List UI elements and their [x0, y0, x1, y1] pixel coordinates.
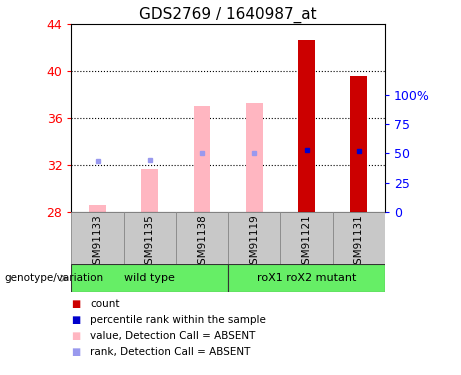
Text: GSM91135: GSM91135: [145, 214, 155, 271]
Bar: [176, 212, 228, 264]
Bar: [124, 212, 176, 264]
Bar: [350, 76, 367, 212]
Title: GDS2769 / 1640987_at: GDS2769 / 1640987_at: [139, 7, 317, 23]
Bar: [71, 264, 228, 292]
Text: GSM91138: GSM91138: [197, 214, 207, 271]
Bar: [142, 169, 158, 212]
Text: rank, Detection Call = ABSENT: rank, Detection Call = ABSENT: [90, 347, 250, 357]
Text: roX1 roX2 mutant: roX1 roX2 mutant: [257, 273, 356, 283]
Text: ■: ■: [71, 331, 81, 341]
Text: ■: ■: [71, 347, 81, 357]
Bar: [89, 206, 106, 212]
Bar: [194, 106, 210, 212]
Bar: [298, 40, 315, 212]
Text: GSM91133: GSM91133: [93, 214, 103, 271]
Text: genotype/variation: genotype/variation: [5, 273, 104, 283]
Bar: [228, 212, 280, 264]
Bar: [228, 264, 385, 292]
Bar: [71, 212, 124, 264]
Text: count: count: [90, 299, 119, 309]
Text: ■: ■: [71, 299, 81, 309]
Text: GSM91121: GSM91121: [301, 214, 312, 271]
Text: percentile rank within the sample: percentile rank within the sample: [90, 315, 266, 325]
Bar: [246, 103, 263, 212]
Bar: [280, 212, 333, 264]
Text: value, Detection Call = ABSENT: value, Detection Call = ABSENT: [90, 331, 255, 341]
Bar: [333, 212, 385, 264]
Text: GSM91131: GSM91131: [354, 214, 364, 271]
Text: GSM91119: GSM91119: [249, 214, 260, 271]
Text: ■: ■: [71, 315, 81, 325]
Text: wild type: wild type: [124, 273, 175, 283]
